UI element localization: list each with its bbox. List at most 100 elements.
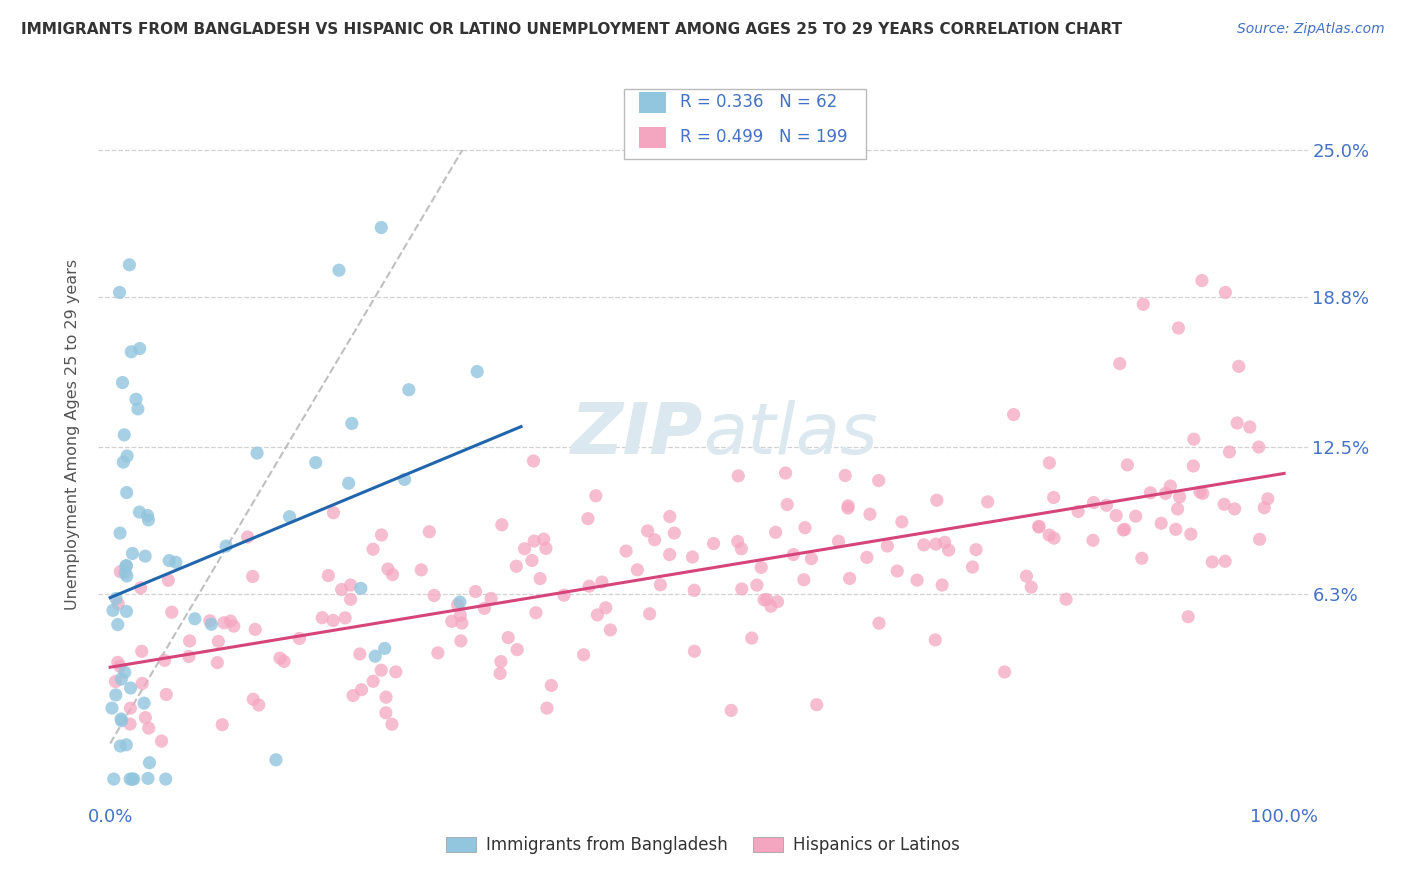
Point — [155, 772, 177, 786]
Point — [394, 472, 416, 486]
Point — [1112, 523, 1135, 537]
Point — [115, 559, 138, 574]
Point — [859, 507, 882, 521]
Point — [110, 739, 132, 753]
Point — [1108, 357, 1130, 371]
Point — [1168, 490, 1191, 504]
Point — [905, 573, 928, 587]
Point — [1154, 486, 1177, 500]
Point — [856, 550, 879, 565]
Point — [782, 548, 804, 562]
Point — [138, 756, 160, 770]
Point — [474, 601, 496, 615]
Point — [125, 392, 148, 407]
Point — [177, 649, 200, 664]
Point — [215, 539, 238, 553]
Point — [108, 659, 131, 673]
Point — [876, 539, 898, 553]
Point — [120, 701, 142, 715]
Point — [1132, 297, 1154, 311]
Point — [449, 595, 471, 609]
Point — [107, 617, 129, 632]
Point — [242, 692, 264, 706]
Point — [134, 549, 156, 564]
Point — [446, 598, 468, 612]
Point — [115, 738, 138, 752]
Point — [1159, 479, 1181, 493]
Point — [110, 565, 132, 579]
Point — [1253, 500, 1275, 515]
Point — [591, 575, 613, 590]
Point — [658, 509, 681, 524]
Point — [375, 690, 398, 705]
Point — [242, 569, 264, 583]
Point — [1043, 531, 1066, 545]
Point — [1130, 551, 1153, 566]
Point — [115, 569, 138, 583]
Point — [731, 582, 754, 596]
Point — [115, 485, 138, 500]
Point — [1167, 321, 1189, 335]
Point — [1114, 522, 1136, 536]
Point — [207, 634, 229, 648]
Point — [374, 641, 396, 656]
Point — [1164, 522, 1187, 536]
Point — [994, 665, 1017, 679]
Point — [489, 655, 512, 669]
Point — [1226, 416, 1249, 430]
Point — [370, 528, 392, 542]
Point — [451, 616, 474, 631]
Point — [361, 542, 384, 557]
Point — [364, 649, 387, 664]
Point — [110, 672, 132, 686]
Point — [806, 698, 828, 712]
Point — [1257, 491, 1279, 506]
Point — [342, 689, 364, 703]
Point — [350, 682, 373, 697]
Point — [328, 263, 350, 277]
Point — [122, 772, 145, 786]
Point — [890, 515, 912, 529]
Point — [638, 607, 661, 621]
Point — [278, 509, 301, 524]
Point — [523, 534, 546, 549]
Point — [962, 560, 984, 574]
Point — [118, 717, 141, 731]
Point — [120, 772, 142, 786]
Point — [976, 495, 998, 509]
Point — [273, 655, 295, 669]
Point — [318, 568, 340, 582]
Point — [340, 417, 363, 431]
Point — [107, 597, 129, 611]
Point — [637, 524, 659, 538]
Point — [489, 666, 512, 681]
Point — [349, 647, 371, 661]
Bar — [624, 89, 866, 159]
Point — [1067, 504, 1090, 518]
Point — [132, 696, 155, 710]
Point — [426, 646, 449, 660]
Point — [1054, 592, 1077, 607]
Point — [540, 678, 562, 692]
Text: R = 0.336   N = 62: R = 0.336 N = 62 — [681, 94, 838, 112]
Point — [157, 574, 180, 588]
Point — [755, 592, 778, 607]
Point — [1028, 519, 1050, 533]
Point — [1227, 359, 1250, 374]
Point — [1182, 432, 1205, 446]
Point — [720, 703, 742, 717]
Point — [120, 681, 142, 695]
Point — [868, 616, 890, 631]
Point — [1213, 497, 1236, 511]
Point — [793, 573, 815, 587]
Point — [418, 524, 440, 539]
Point — [219, 614, 242, 628]
Point — [112, 427, 135, 442]
Point — [322, 506, 344, 520]
Point — [236, 530, 259, 544]
Point — [1247, 440, 1270, 454]
Point — [381, 717, 404, 731]
Point — [105, 591, 128, 606]
Point — [1002, 408, 1025, 422]
Point — [114, 665, 136, 680]
